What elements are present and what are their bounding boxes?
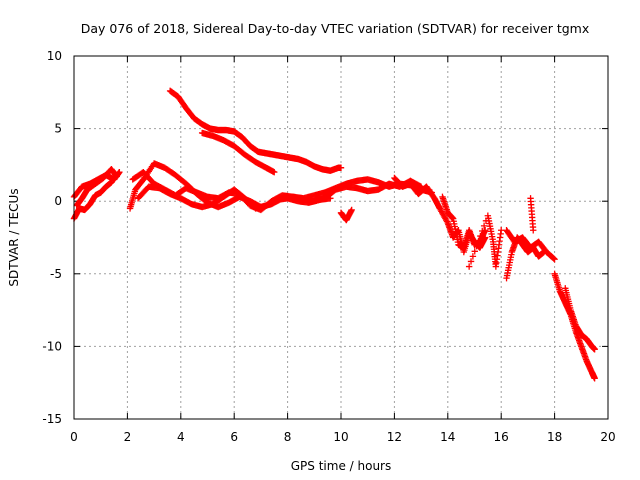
data-point [498,227,505,234]
y-tick-label: -5 [50,267,62,281]
satellite-track-12 [465,212,505,270]
y-tick-label: 0 [54,194,62,208]
x-tick-label: 2 [124,430,132,444]
data-point [467,258,475,265]
satellite-track-17 [562,285,598,353]
axes: 0 2 4 6 8 10 12 14 16 18 20 -15 -10 -5 0 5 10 [42,49,615,444]
data-point [551,256,558,263]
x-tick-label: 6 [230,430,238,444]
data-point [591,375,598,382]
y-tick-label: 10 [47,49,62,63]
x-tick-label: 0 [70,430,78,444]
data-point [469,253,477,260]
data-point [116,168,123,176]
data-point [530,227,537,234]
data-point [479,227,486,235]
y-tick-label: -10 [42,339,62,353]
data-point [477,232,484,240]
data-point [591,346,598,353]
data-point [443,218,451,225]
satellite-track-15 [527,195,537,234]
data-point [108,179,115,186]
data-point [473,243,480,250]
x-tick-label: 20 [600,430,615,444]
chart-title: Day 076 of 2018, Sidereal Day-to-day VTE… [81,21,590,36]
data-point [337,164,345,172]
y-tick-label: 5 [54,122,62,136]
satellite-track-9 [337,206,355,224]
data-point [471,248,478,255]
data-point [481,227,489,234]
plot-frame [73,55,609,420]
x-tick-label: 12 [387,430,402,444]
data-points [70,87,598,382]
x-tick-label: 14 [440,430,455,444]
x-tick-label: 8 [284,430,292,444]
data-point [550,255,557,262]
x-tick-label: 18 [547,430,562,444]
satellite-track-2 [70,179,115,222]
data-point [348,206,355,214]
y-tick-label: -15 [42,412,62,426]
x-tick-label: 10 [333,430,348,444]
satellite-track-3 [73,166,120,209]
x-tick-label: 16 [494,430,509,444]
satellite-track-8 [198,129,278,176]
data-point [327,195,334,202]
data-point [465,263,473,270]
data-point [480,222,488,230]
data-point [475,237,482,245]
grid [74,56,608,419]
satellite-track-7 [166,87,345,174]
y-axis-label: SDTVAR / TECUs [7,188,21,286]
satellite-track-14 [503,227,558,263]
data-point [271,168,278,176]
data-point [113,173,120,180]
x-tick-label: 4 [177,430,185,444]
x-axis-label: GPS time / hours [291,459,392,473]
satellite-track-6 [134,183,334,212]
